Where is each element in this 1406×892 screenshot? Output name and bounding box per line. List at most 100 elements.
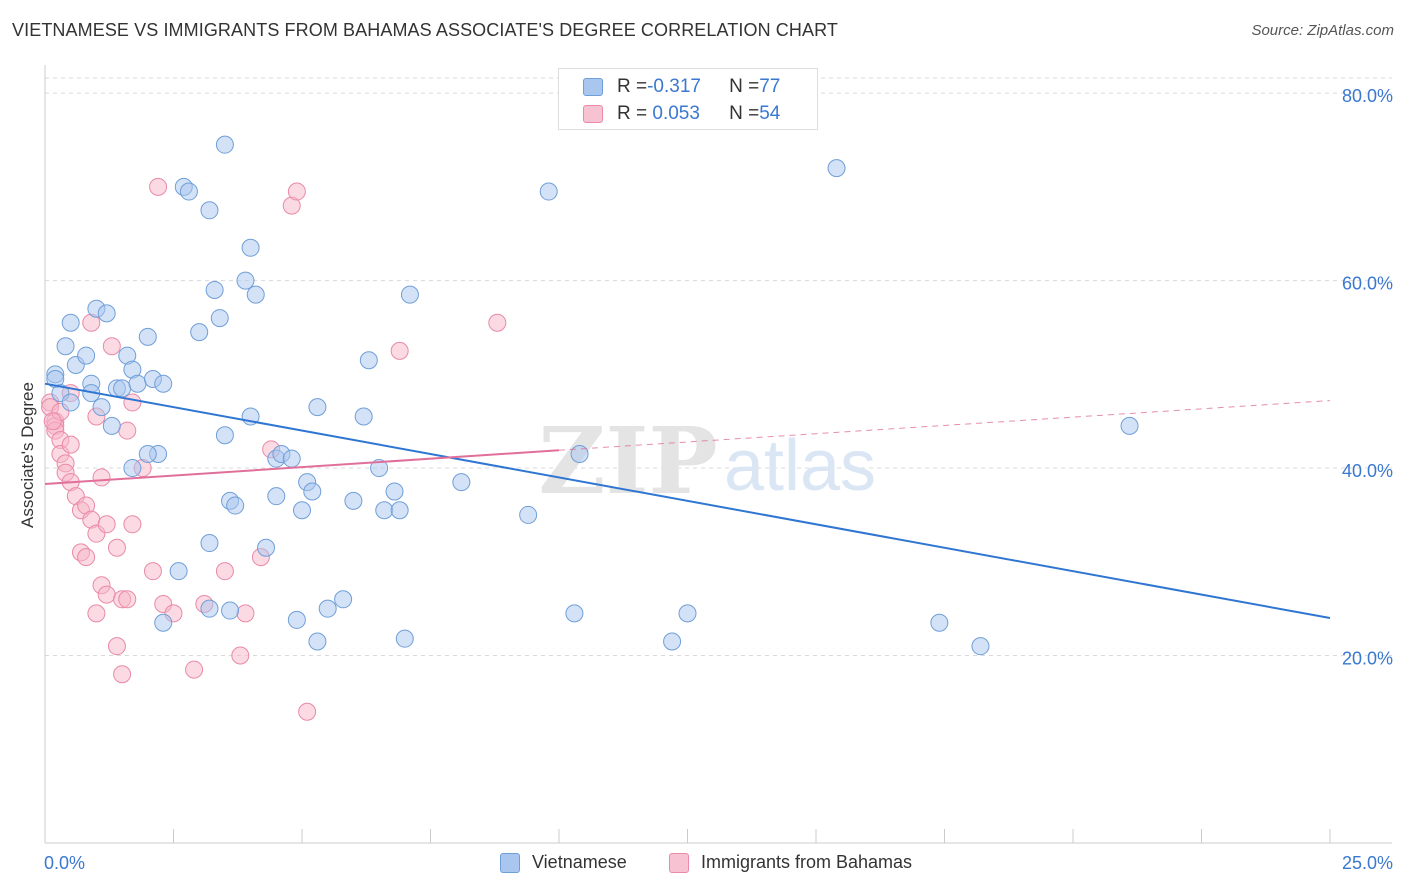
point-vietnamese	[154, 374, 173, 393]
legend-row-bahamas: R = 0.053 N = 54	[583, 100, 780, 128]
point-vietnamese	[375, 501, 394, 520]
bottom-legend-label: Vietnamese	[532, 852, 627, 872]
legend-swatch-vietnamese	[583, 78, 603, 96]
point-bahamas	[43, 412, 62, 431]
point-bahamas	[113, 665, 132, 684]
trend-line-vietnamese	[44, 382, 1331, 620]
point-vietnamese	[138, 445, 157, 463]
watermark: ZIP atlas	[538, 407, 876, 515]
stats-legend: R = -0.317 N = 77 R = 0.053 N = 54	[558, 68, 818, 130]
bottom-legend-bahamas[interactable]: Immigrants from Bahamas	[669, 852, 912, 873]
point-vietnamese	[215, 426, 234, 445]
point-bahamas	[77, 548, 96, 567]
legend-n-value: 77	[759, 76, 781, 97]
point-vietnamese	[539, 182, 558, 201]
point-vietnamese	[221, 601, 240, 620]
point-vietnamese	[200, 599, 219, 618]
point-vietnamese	[452, 473, 471, 492]
point-vietnamese	[334, 590, 353, 609]
point-bahamas	[298, 702, 317, 721]
y-axis-label: Associate's Degree	[18, 382, 37, 528]
point-bahamas	[231, 646, 250, 665]
point-bahamas	[143, 562, 162, 581]
bottom-legend-swatch-vietnamese	[500, 852, 520, 873]
point-vietnamese	[56, 337, 75, 356]
point-bahamas	[390, 341, 409, 360]
point-vietnamese	[370, 459, 389, 478]
point-vietnamese	[318, 599, 337, 618]
trend-line-bahamas-extrapolated	[558, 400, 1331, 451]
y-tick-label: 80.0%	[1342, 86, 1393, 106]
point-vietnamese	[61, 393, 80, 412]
point-bahamas	[123, 393, 142, 412]
point-vietnamese	[241, 238, 260, 257]
bottom-legend-label: Immigrants from Bahamas	[701, 852, 913, 872]
point-bahamas	[488, 313, 507, 332]
legend-r-value: 0.053	[647, 103, 700, 124]
point-vietnamese	[92, 398, 111, 417]
bottom-legend-vietnamese[interactable]: Vietnamese	[500, 852, 627, 873]
point-bahamas	[92, 468, 111, 487]
point-vietnamese	[827, 159, 846, 178]
point-vietnamese	[930, 613, 949, 632]
legend-row-vietnamese: R = -0.317 N = 77	[583, 73, 780, 101]
point-vietnamese	[179, 182, 198, 201]
point-vietnamese	[205, 280, 224, 299]
x-tick-label: 0.0%	[44, 853, 85, 873]
point-vietnamese	[344, 491, 363, 510]
point-bahamas	[118, 421, 137, 440]
point-vietnamese	[287, 610, 306, 629]
legend-r-label: R =	[617, 103, 648, 124]
watermark-atlas: atlas	[724, 426, 876, 506]
watermark-zip: ZIP	[538, 407, 717, 515]
point-vietnamese	[293, 501, 311, 520]
point-bahamas	[97, 515, 116, 534]
tick-label-layer: 20.0% 40.0% 60.0% 80.0% 0.0% 25.0%	[44, 86, 1393, 873]
point-vietnamese	[154, 613, 173, 632]
point-vietnamese	[200, 534, 219, 553]
point-bahamas	[236, 604, 255, 623]
y-tick-label: 60.0%	[1342, 274, 1393, 294]
legend-swatch-bahamas	[583, 105, 603, 123]
point-vietnamese	[77, 346, 96, 365]
y-tick-label: 20.0%	[1342, 649, 1393, 669]
point-bahamas	[185, 660, 204, 679]
point-vietnamese	[169, 562, 188, 581]
point-vietnamese	[400, 285, 419, 304]
point-bahamas	[97, 585, 116, 604]
point-vietnamese	[138, 327, 157, 346]
y-tick-label: 40.0%	[1342, 461, 1393, 481]
legend-n-label: N =	[729, 76, 760, 97]
series-vietnamese	[46, 135, 1139, 656]
point-vietnamese	[257, 538, 276, 557]
point-vietnamese	[565, 604, 584, 623]
legend-r-value: -0.317	[647, 76, 701, 97]
point-vietnamese	[226, 496, 245, 515]
point-vietnamese	[385, 482, 404, 501]
point-vietnamese	[678, 604, 697, 623]
x-tick-label: 25.0%	[1342, 853, 1393, 873]
point-vietnamese	[663, 632, 682, 651]
bottom-legend-swatch-bahamas	[669, 852, 689, 873]
point-vietnamese	[971, 637, 990, 656]
trend-line-bahamas	[44, 449, 560, 485]
point-bahamas	[215, 562, 234, 581]
legend-r-label: R =	[617, 76, 648, 97]
point-vietnamese	[267, 487, 286, 506]
point-vietnamese	[282, 449, 301, 468]
point-vietnamese	[128, 374, 147, 393]
point-bahamas	[61, 435, 80, 454]
point-bahamas	[87, 604, 106, 623]
chart-title: VIETNAMESE VS IMMIGRANTS FROM BAHAMAS AS…	[12, 20, 838, 40]
point-vietnamese	[390, 501, 409, 520]
bottom-legend: Vietnamese Immigrants from Bahamas	[0, 852, 1406, 878]
grid-layer	[45, 77, 1392, 657]
point-vietnamese	[113, 379, 132, 398]
point-bahamas	[123, 515, 142, 534]
point-vietnamese	[359, 351, 378, 370]
point-bahamas	[118, 590, 137, 609]
legend-n-value: 54	[759, 103, 781, 124]
point-vietnamese	[97, 304, 116, 323]
point-vietnamese	[570, 445, 589, 463]
